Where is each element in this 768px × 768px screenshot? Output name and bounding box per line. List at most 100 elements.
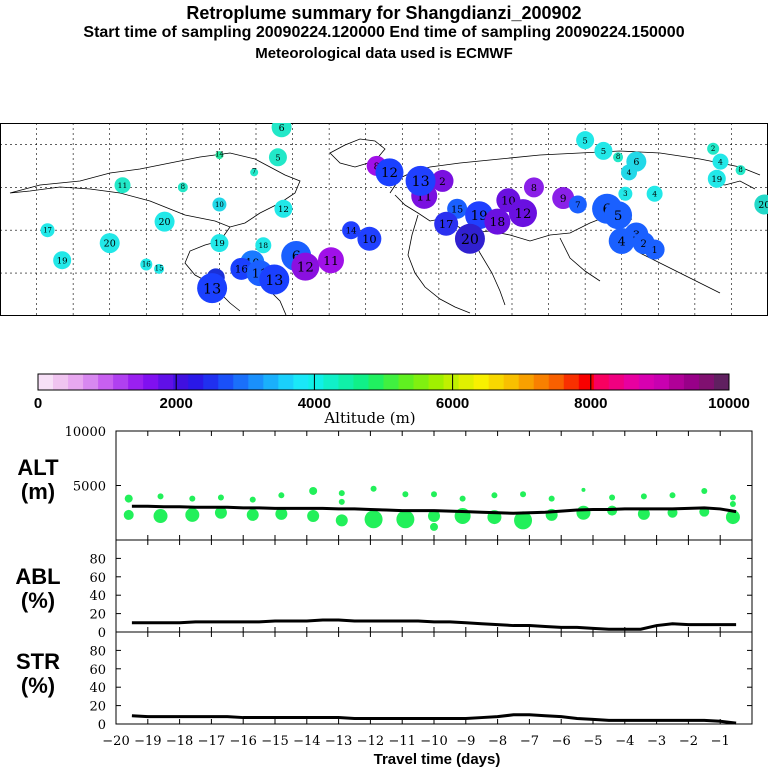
- plume-marker: 18: [255, 237, 272, 254]
- y-tick-label: 20: [89, 700, 106, 715]
- svg-text:12: 12: [297, 261, 314, 276]
- x-tick-label: −17: [198, 734, 225, 749]
- colorbar-tick-label: 2000: [160, 395, 193, 412]
- profile-panels: 10000 5000 80 60 40 20 0 80 60 40 20 0 −20 −19 −18 −17…: [65, 425, 753, 768]
- sampling-time-line: Start time of sampling 20090224.120000 E…: [83, 24, 685, 41]
- plume-marker: 8: [177, 182, 188, 193]
- svg-text:12: 12: [381, 166, 398, 181]
- svg-text:8: 8: [738, 166, 742, 174]
- svg-text:17: 17: [439, 217, 454, 231]
- colorbar-swatch: [668, 374, 685, 390]
- altitude-point: [459, 495, 466, 502]
- altitude-point: [669, 492, 676, 499]
- svg-text:13: 13: [265, 273, 283, 289]
- x-tick-label: −16: [229, 734, 256, 749]
- plume-marker: 5: [604, 201, 633, 230]
- plume-marker: 12: [375, 158, 404, 187]
- altitude-point: [246, 508, 259, 521]
- colorbar-swatch: [233, 374, 249, 390]
- colorbar-swatch: [323, 374, 339, 390]
- svg-text:7: 7: [252, 168, 256, 176]
- colorbar-swatch: [638, 374, 655, 390]
- plume-marker: 17: [40, 223, 55, 238]
- altitude-point: [729, 494, 736, 501]
- altitude-point: [249, 496, 256, 503]
- altitude-point: [701, 487, 708, 494]
- colorbar-swatch: [623, 374, 640, 390]
- colorbar-tick-label: 4000: [298, 395, 331, 412]
- x-tick-label: −20: [102, 734, 129, 749]
- colorbar-swatch: [113, 374, 129, 390]
- svg-text:6: 6: [633, 157, 639, 168]
- plume-marker: 12: [291, 252, 320, 281]
- svg-text:10: 10: [501, 193, 516, 207]
- altitude-point: [729, 501, 736, 508]
- altitude-point: [338, 490, 345, 497]
- x-tick-label: −10: [420, 734, 447, 749]
- plume-marker: 13: [259, 264, 290, 295]
- plume-marker: 11: [114, 177, 131, 194]
- altitude-point: [581, 487, 586, 492]
- svg-text:2: 2: [439, 176, 446, 188]
- y-tick-label: 80: [89, 644, 106, 659]
- svg-text:12: 12: [278, 205, 289, 215]
- y-tick-label: 60: [89, 663, 106, 678]
- colorbar-swatch: [338, 374, 354, 390]
- svg-text:1: 1: [652, 245, 658, 256]
- series-line-0: [131, 504, 737, 515]
- plume-marker: 4: [712, 153, 729, 170]
- svg-text:11: 11: [323, 254, 339, 268]
- colorbar-swatch: [713, 374, 730, 390]
- y-tick-label: 0: [98, 718, 106, 733]
- svg-text:11: 11: [118, 181, 128, 190]
- retroplume-map: 1110814756201918610121719201615716111312…: [0, 123, 768, 316]
- panel-label-alt: ALT (m): [17, 455, 59, 504]
- altitude-point: [157, 493, 164, 500]
- x-tick-label: −5: [583, 734, 602, 749]
- colorbar-swatch: [353, 374, 369, 390]
- x-tick-label: −11: [388, 734, 415, 749]
- altitude-point: [123, 509, 134, 520]
- met-data-line: Meteorological data used is ECMWF: [255, 45, 513, 62]
- altitude-point: [725, 510, 740, 525]
- svg-text:6: 6: [279, 123, 285, 134]
- altitude-point: [431, 491, 437, 498]
- x-tick-label: −15: [261, 734, 288, 749]
- colorbar-swatch: [293, 374, 309, 390]
- colorbar-swatch: [698, 374, 715, 390]
- plume-marker: 2: [707, 142, 720, 155]
- y-tick-label: 60: [89, 571, 106, 586]
- plume-marker: 13: [405, 165, 436, 196]
- x-tick-label: −9: [456, 734, 475, 749]
- altitude-point: [609, 494, 616, 501]
- altitude-point: [214, 506, 227, 519]
- plume-marker: 19: [53, 251, 72, 270]
- svg-text:17: 17: [43, 227, 52, 235]
- svg-text:4: 4: [718, 157, 723, 166]
- svg-text:7: 7: [575, 201, 580, 211]
- colorbar-swatch: [188, 374, 204, 390]
- colorbar-swatch: [83, 374, 99, 390]
- svg-text:15: 15: [451, 204, 463, 215]
- altitude-point: [124, 494, 133, 503]
- colorbar-swatch: [263, 374, 279, 390]
- plume-marker: 6: [271, 123, 292, 138]
- colorbar-tick-label: 10000: [708, 395, 750, 412]
- plume-marker: 8: [613, 152, 624, 163]
- plume-marker: 19: [707, 169, 726, 188]
- svg-text:5: 5: [275, 153, 280, 163]
- plume-marker: 17: [434, 211, 459, 236]
- colorbar-tick-label: 6000: [436, 395, 469, 412]
- plume-marker: 11: [317, 247, 344, 274]
- svg-text:8: 8: [531, 183, 537, 194]
- chart-title: Retroplume summary for Shangdianzi_20090…: [186, 3, 582, 23]
- colorbar-swatch: [458, 374, 475, 390]
- plume-marker: 16: [140, 258, 153, 271]
- altitude-point: [637, 507, 650, 520]
- altitude-point: [491, 492, 498, 499]
- altitude-point: [430, 522, 438, 531]
- plume-marker: 10: [212, 197, 227, 212]
- plume-marker: 7: [250, 168, 259, 177]
- plume-marker: 7: [568, 195, 587, 214]
- svg-text:16: 16: [142, 261, 151, 269]
